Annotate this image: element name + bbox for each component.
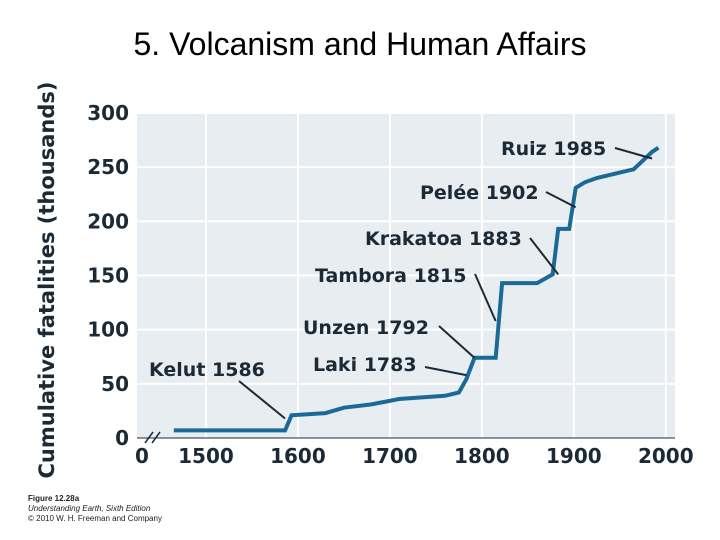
- annotation-label: Unzen 1792: [303, 317, 429, 339]
- slide-title: 5. Volcanism and Human Affairs: [133, 26, 587, 62]
- x-tick-labels: 0 1500 1600 1700 1800 1900 2000: [135, 444, 694, 468]
- annotation-leader: [424, 366, 467, 377]
- annotation-label: Krakatoa 1883: [365, 228, 522, 250]
- credit-book: Understanding Earth, Sixth Edition: [28, 504, 151, 513]
- annotation-leader: [529, 237, 559, 276]
- y-tick-label: 0: [115, 426, 129, 450]
- annotation-label: Ruiz 1985: [501, 138, 606, 160]
- x-tick-label: 1700: [362, 444, 418, 468]
- y-tick-label: 200: [87, 209, 129, 233]
- annotation-leader: [614, 147, 653, 160]
- annotation-label: Pelée 1902: [420, 182, 539, 204]
- y-tick-label: 150: [87, 264, 129, 288]
- credit-copyright: © 2010 W. H. Freeman and Company: [28, 514, 162, 523]
- x-tick-label: 1800: [454, 444, 510, 468]
- x-tick-label: 1500: [178, 444, 234, 468]
- y-tick-label: 250: [87, 155, 129, 179]
- annotation-labels: Kelut 1586 Laki 1783 Unzen 1792 Tambora 181…: [149, 138, 606, 381]
- y-tick-label: 300: [87, 101, 129, 125]
- annotation-leader: [474, 273, 497, 322]
- annotation-label: Kelut 1586: [149, 359, 265, 381]
- x-tick-label: 0: [135, 444, 149, 468]
- y-tick-label: 50: [101, 372, 129, 396]
- annotation-leader: [545, 191, 577, 209]
- horizontal-gridlines: [137, 112, 675, 385]
- annotation-leader: [238, 380, 286, 420]
- annotation-label: Laki 1783: [313, 354, 417, 376]
- x-tick-label: 1900: [546, 444, 602, 468]
- credit-figure: Figure 12.28a: [28, 494, 80, 503]
- annotation-label: Tambora 1815: [315, 265, 466, 287]
- cumulative-fatalities-line: [173, 146, 660, 433]
- y-tick-label: 100: [87, 318, 129, 342]
- annotation-leaders: [238, 147, 653, 420]
- y-tick-labels: 0 50 100 150 200 250 300: [87, 101, 129, 450]
- x-tick-label: 2000: [638, 444, 694, 468]
- annotation-leader: [438, 325, 476, 359]
- axis-break: [144, 431, 161, 444]
- x-tick-label: 1600: [270, 444, 326, 468]
- figure-credit: Figure 12.28a Understanding Earth, Sixth…: [28, 494, 162, 524]
